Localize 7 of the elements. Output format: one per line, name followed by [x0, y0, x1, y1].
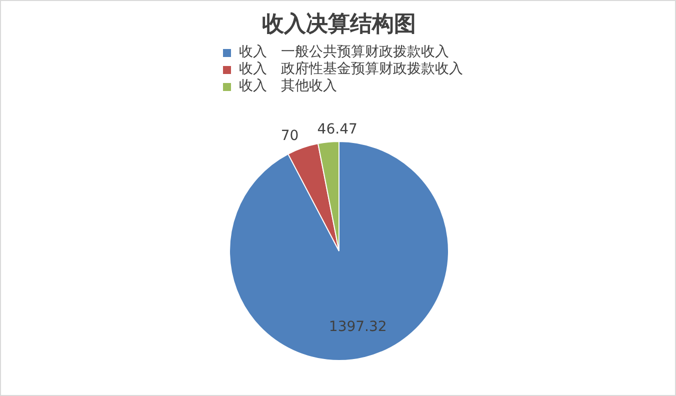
- data-label: 1397.32: [328, 319, 387, 336]
- legend-label: 收入 政府性基金预算财政拨款收入: [239, 61, 463, 78]
- legend-label: 收入 一般公共预算财政拨款收入: [239, 44, 449, 61]
- legend-label: 收入 其他收入: [239, 78, 337, 95]
- chart-title: 收入决算结构图: [261, 11, 417, 39]
- data-label: 46.47: [317, 122, 358, 138]
- data-label: 70: [280, 128, 299, 144]
